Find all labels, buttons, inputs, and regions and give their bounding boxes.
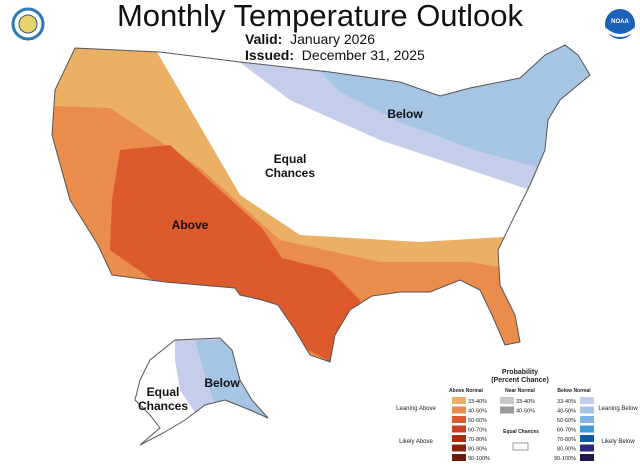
issued-line: Issued: December 31, 2025: [245, 47, 425, 63]
label-ak-below: Below: [204, 376, 240, 390]
legend-range-above: 80-90%: [468, 447, 487, 453]
legend-likely-above: Likely Above: [399, 439, 433, 445]
legend-near-header: Near Normal: [505, 388, 535, 394]
legend-swatch-near: [500, 406, 514, 414]
legend-range-near: 40-50%: [516, 409, 535, 415]
legend-range-below: 40-50%: [557, 409, 576, 415]
legend-swatch-below: [580, 416, 594, 423]
above-50-60-region: [110, 145, 360, 362]
legend-range-below: 70-80%: [557, 437, 576, 443]
legend-swatch-below: [580, 425, 594, 433]
legend-swatch-below: [580, 406, 594, 414]
legend-range-below: 50-60%: [557, 418, 576, 424]
legend-subtitle: (Percent Chance): [491, 377, 549, 384]
label-conus-equal: Equal: [274, 152, 307, 166]
legend-leaning-below: Leaning Below: [598, 406, 638, 412]
legend-range-above: 60-70%: [468, 428, 487, 434]
valid-line: Valid: January 2026: [245, 31, 375, 47]
legend-swatch-below: [580, 444, 594, 452]
legend-range-above: 33-40%: [468, 399, 487, 405]
legend-swatch-above: [452, 454, 466, 461]
label-ak-chances: Chances: [138, 399, 188, 413]
valid-label: Valid:: [245, 31, 283, 47]
legend-swatch-above: [452, 397, 466, 404]
legend-above-header: Above Normal: [449, 388, 484, 394]
legend-range-below: 80-90%: [557, 447, 576, 453]
issued-value: December 31, 2025: [301, 47, 425, 63]
label-conus-chances: Chances: [265, 166, 315, 180]
legend-likely-below: Likely Below: [601, 439, 635, 445]
legend-range-below: 90-100%: [554, 456, 576, 462]
legend-range-above: 70-80%: [468, 437, 487, 443]
legend-range-above: 90-100%: [468, 456, 490, 462]
legend-range-below: 60-70%: [557, 428, 576, 434]
legend-range-above: 50-60%: [468, 418, 487, 424]
legend-swatch-above: [452, 425, 466, 433]
issued-label: Issued:: [245, 47, 295, 63]
label-conus-above: Above: [172, 218, 209, 232]
legend-range-below: 33-40%: [557, 399, 576, 405]
legend-swatch-above: [452, 416, 466, 423]
legend-swatch-above: [452, 435, 466, 442]
legend-swatch-below: [580, 454, 594, 461]
alaska: [135, 338, 268, 445]
legend-leaning-above: Leaning Above: [396, 406, 436, 412]
legend-swatch-below: [580, 435, 594, 442]
label-ak-equal: Equal: [147, 385, 180, 399]
legend-swatch-above: [452, 406, 466, 414]
legend-swatch-above: [452, 444, 466, 452]
page-title: Monthly Temperature Outlook: [116, 0, 524, 33]
legend-range-above: 40-50%: [468, 409, 487, 415]
noaa-logo-text: NOAA: [611, 19, 629, 25]
legend-title: Probability: [502, 369, 538, 376]
legend-equal-chances: Equal Chances: [503, 429, 539, 435]
legend-equal-swatch: [512, 442, 529, 451]
noaa-logo: NOAA: [605, 9, 635, 39]
legend-swatch-below: [580, 397, 594, 404]
legend-range-near: 33-40%: [516, 399, 535, 405]
valid-value: January 2026: [290, 31, 375, 47]
legend-swatch-near: [500, 397, 514, 404]
label-conus-below: Below: [387, 107, 423, 121]
legend: Probability (Percent Chance) Above Norma…: [396, 369, 638, 462]
legend-below-header: Below Normal: [557, 388, 591, 394]
doc-seal-logo: [11, 7, 45, 41]
